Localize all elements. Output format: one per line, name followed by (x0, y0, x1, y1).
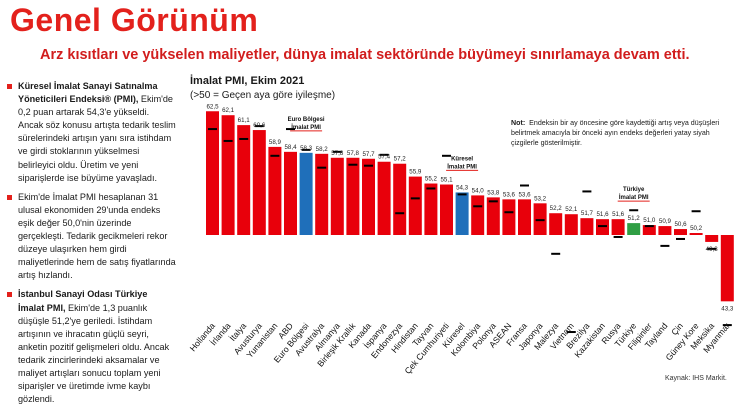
bar-myanmar (720, 235, 734, 302)
note-text: Endeksin bir ay öncesine göre kaydettiği… (511, 119, 720, 147)
bar-avusturya (252, 130, 266, 235)
bar-fransa (518, 199, 531, 235)
bar-ispanya (377, 161, 391, 235)
bar-tayvan (424, 183, 438, 235)
value-label-filipinler: 51,0 (643, 217, 656, 224)
value-label-kazakistan: 51,6 (596, 211, 609, 218)
bar-abd (284, 151, 297, 235)
value-label-vietnam: 52,1 (565, 206, 578, 213)
annotation-euro-bolgesi: İmalat PMI (291, 124, 321, 131)
value-label-kolombiya: 54,0 (472, 187, 485, 194)
page-title: Genel Görünüm (10, 2, 259, 38)
bar-asean (502, 199, 516, 235)
value-label-kanada: 57,7 (362, 151, 375, 158)
bar-hollanda (206, 111, 219, 235)
bar-hindistan (408, 176, 422, 235)
value-label-italya: 61,1 (238, 117, 251, 124)
value-label-asean: 53,6 (503, 191, 516, 198)
value-label-irlanda: 62,1 (222, 107, 235, 114)
value-label-meksika: 49,3 (706, 246, 719, 253)
value-label-rusya: 51,6 (612, 211, 625, 218)
value-label-cin: 50,6 (674, 221, 687, 228)
bullet-bold: İstanbul Sanayi Odası Türkiye İmalat PMI… (18, 289, 148, 313)
annotation-kuresel: İmalat PMI (447, 163, 477, 170)
value-label-brezilya: 51,7 (581, 210, 594, 217)
bar-rusya (611, 219, 625, 235)
bullet-economies: Ekim'de İmalat PMI hesaplanan 31 ulusal … (6, 191, 176, 283)
bar-polonya (486, 197, 500, 235)
bar-kuresel (455, 192, 469, 235)
bar-meksika (705, 235, 719, 242)
bar-italya (237, 125, 251, 235)
annotation-kuresel: Küresel (451, 156, 473, 162)
bullet-text: Ekim'de İmalat PMI hesaplanan 31 ulusal … (18, 191, 176, 281)
value-label-guney-kore: 50,2 (690, 225, 703, 232)
value-label-yunanistan: 58,9 (269, 139, 282, 146)
value-label-myanmar: 43,3 (721, 305, 734, 312)
bar-vietnam (564, 214, 578, 235)
bar-cin (674, 229, 687, 235)
value-label-malezya: 52,2 (550, 205, 563, 212)
bar-kanada (362, 158, 375, 235)
annotation-euro-bolgesi: Euro Bölgesi (288, 117, 325, 123)
bullet-turkey-pmi: İstanbul Sanayi Odası Türkiye İmalat PMI… (6, 288, 176, 406)
bar-yunanistan (268, 146, 282, 235)
value-label-fransa: 53,6 (518, 191, 531, 198)
value-label-japonya: 53,2 (534, 195, 547, 202)
bar-endonezya (393, 163, 407, 235)
value-label-euro-bolgesi: 58,3 (300, 145, 313, 152)
page-subtitle: Arz kısıtları ve yükselen maliyetler, dü… (40, 47, 690, 63)
bar-avustralya (315, 153, 329, 235)
bar-guney-kore (689, 233, 703, 235)
annotation-turkiye: Türkiye (623, 187, 645, 193)
bar-brezilya (580, 218, 594, 235)
value-label-cek-cumhuriyeti: 55,1 (440, 177, 453, 184)
value-label-polonya: 53,8 (487, 189, 500, 196)
bar-euro-bolgesi (299, 152, 313, 235)
value-label-hollanda: 62,5 (206, 103, 219, 110)
chart-subtitle: (>50 = Geçen aya göre iyileşme) (190, 90, 336, 101)
bar-turkiye (627, 223, 641, 235)
chart-note: Not: Endeksin bir ay öncesine göre kayde… (511, 118, 731, 148)
bar-tayland (658, 226, 672, 235)
value-label-almanya: 57,8 (331, 150, 344, 157)
bar-filipinler (642, 225, 656, 235)
value-label-birlesik-krallik: 57,8 (347, 150, 360, 157)
source-text: Kaynak: IHS Markit. (665, 375, 727, 382)
value-label-endonezya: 57,2 (394, 156, 407, 163)
value-label-avusturya: 60,6 (253, 122, 266, 129)
bar-cek-cumhuriyeti (440, 184, 453, 235)
bullet-global-pmi: Küresel İmalat Sanayi Satınalma Yönetici… (6, 80, 176, 185)
bar-irlanda (221, 115, 235, 235)
bar-birlesik-krallik (346, 157, 360, 235)
value-label-ispanya: 57,4 (378, 154, 391, 161)
annotation-turkiye: İmalat PMI (619, 194, 649, 201)
value-label-abd: 58,4 (284, 144, 297, 151)
chart-title: İmalat PMI, Ekim 2021 (190, 75, 305, 87)
bullet-text: Ekim'de 0,2 puan artarak 54,3'e yükseldi… (18, 94, 176, 183)
bar-almanya (330, 157, 344, 235)
bullet-text: Ekim'de 1,3 puanlık düşüşle 51,2'ye geri… (18, 302, 170, 405)
value-label-avustralya: 58,2 (316, 146, 329, 153)
value-label-turkiye: 51,2 (628, 215, 641, 222)
value-label-tayvan: 55,2 (425, 176, 438, 183)
bullet-bold: Küresel İmalat Sanayi Satınalma Yönetici… (18, 81, 158, 105)
note-label: Not: (511, 119, 526, 127)
bar-kolombiya (471, 195, 485, 235)
bar-malezya (549, 213, 563, 235)
value-label-kuresel: 54,3 (456, 184, 469, 191)
summary-bullets: Küresel İmalat Sanayi Satınalma Yönetici… (6, 80, 176, 412)
value-label-tayland: 50,9 (659, 218, 672, 225)
value-label-hindistan: 55,9 (409, 169, 422, 176)
